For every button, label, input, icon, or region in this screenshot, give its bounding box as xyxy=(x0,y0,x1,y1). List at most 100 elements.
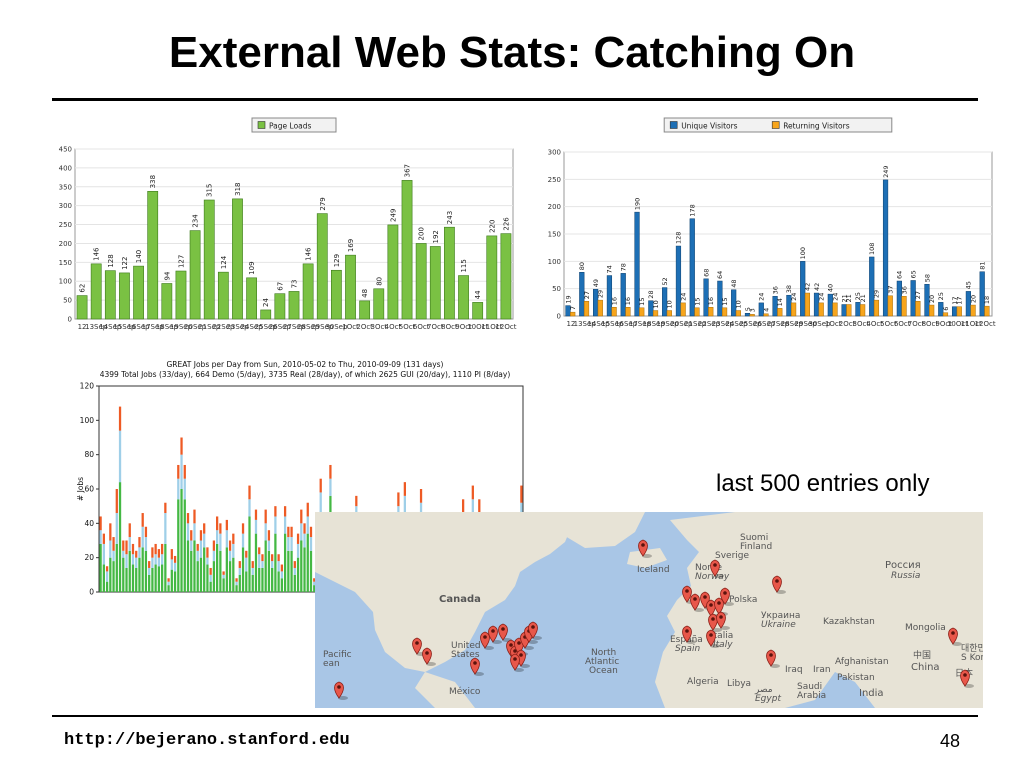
y-tick-label: 60 xyxy=(84,485,94,494)
jobs-pi-bar xyxy=(164,513,167,544)
jobs-gui-bar xyxy=(151,567,154,592)
slide-title: External Web Stats: Catching On xyxy=(168,28,856,77)
jobs-gui-bar xyxy=(251,574,254,592)
map-pin-icon xyxy=(480,631,494,650)
x-tick-label: 9Oct xyxy=(935,320,952,328)
map-pin-icon xyxy=(488,625,502,644)
map-label: Pakistan xyxy=(837,673,875,683)
jobs-pi-bar xyxy=(222,574,225,579)
jobs-pi-bar xyxy=(238,567,241,575)
y-tick-label: 50 xyxy=(63,297,72,305)
data-label: 178 xyxy=(689,204,697,216)
jobs-gui-bar xyxy=(216,543,219,592)
jobs-pi-bar xyxy=(148,567,151,575)
jobs-pi-bar xyxy=(118,430,122,483)
page-loads-bar xyxy=(472,302,484,320)
pin-shadow xyxy=(426,662,436,666)
data-label: 15 xyxy=(693,298,701,306)
pin-dot xyxy=(513,657,517,661)
pin-shadow xyxy=(474,672,484,676)
returning-visitors-bar xyxy=(832,302,838,317)
pin-shadow xyxy=(532,636,542,640)
map-label: مصر xyxy=(754,685,773,695)
data-label: 21 xyxy=(840,294,848,302)
eurasia-africa-landmass xyxy=(655,512,983,708)
map-label: Italia xyxy=(711,631,733,641)
map-pins xyxy=(334,539,974,700)
data-label: 24 xyxy=(262,297,270,306)
jobs-gui-bar xyxy=(283,533,287,592)
data-label: 52 xyxy=(661,277,669,285)
x-tick-label: 28Sep xyxy=(781,320,804,328)
map-label: Ukraine xyxy=(761,620,796,630)
returning-visitors-bar xyxy=(666,310,672,317)
page-loads-bar xyxy=(359,300,371,320)
pin-body xyxy=(960,669,970,687)
map-label: Pacific xyxy=(323,650,352,660)
jobs-demo-bar xyxy=(235,578,238,582)
page-loads-bar xyxy=(288,291,300,320)
x-tick-label: 22Sep xyxy=(698,320,721,328)
data-label: 24 xyxy=(818,293,826,301)
jobs-demo-bar xyxy=(280,564,284,572)
data-label: 226 xyxy=(502,217,510,231)
jobs-demo-bar xyxy=(180,437,183,455)
jobs-pi-bar xyxy=(173,562,177,572)
data-label: 7 xyxy=(569,306,577,310)
jobs-demo-bar xyxy=(520,485,523,503)
pin-dot xyxy=(337,685,341,689)
data-label: 62 xyxy=(79,284,87,293)
unique-visitors-bar xyxy=(869,256,875,317)
jobs-demo-bar xyxy=(99,516,102,531)
jobs-demo-bar xyxy=(419,489,423,503)
pin-body xyxy=(720,587,730,605)
data-label: 20 xyxy=(928,295,936,303)
map-label: Kazakhstan xyxy=(823,617,875,627)
jobs-pi-bar xyxy=(228,550,232,562)
jobs-demo-bar xyxy=(293,561,296,568)
pin-dot xyxy=(723,591,727,595)
x-tick-label: 4Oct xyxy=(866,320,883,328)
jobs-demo-bar xyxy=(232,533,235,544)
jobs-gui-bar xyxy=(157,566,161,592)
jobs-gui-bar xyxy=(164,543,167,592)
jobs-gui-bar xyxy=(245,571,248,592)
pin-shadow xyxy=(642,554,652,558)
map-label: Sverige xyxy=(715,551,749,561)
chart-title: GREAT Jobs per Day from Sun, 2010-05-02 … xyxy=(166,360,443,369)
pin-dot xyxy=(693,597,697,601)
returning-visitors-bar xyxy=(597,299,603,317)
y-tick-label: 100 xyxy=(59,278,72,286)
x-tick-label: 8Oct xyxy=(922,320,939,328)
x-tick-label: 16Sep xyxy=(615,320,638,328)
x-tick-label: 12 xyxy=(78,323,87,331)
data-label: 73 xyxy=(291,280,299,289)
jobs-demo-bar xyxy=(241,523,245,534)
page-loads-bar xyxy=(161,283,173,320)
jobs-demo-bar xyxy=(225,519,228,531)
jobs-demo-bar xyxy=(170,549,173,560)
map-label: Egypt xyxy=(755,694,781,704)
jobs-gui-bar xyxy=(135,567,138,592)
jobs-gui-bar xyxy=(293,574,296,592)
jobs-demo-bar xyxy=(125,540,128,555)
visitor-map[interactable]: Pacific ean North Atlantic Ocean Canada … xyxy=(315,512,983,708)
pin-dot xyxy=(719,615,723,619)
map-pin-icon xyxy=(334,681,348,700)
unique-visitors-bar xyxy=(689,218,695,317)
jobs-demo-bar xyxy=(186,513,190,524)
iceland-landmass xyxy=(627,548,667,568)
jobs-pi-bar xyxy=(105,571,109,582)
pin-dot xyxy=(713,563,717,567)
map-label: Libya xyxy=(727,679,751,689)
x-tick-label: 2Oct xyxy=(839,320,856,328)
jobs-gui-bar xyxy=(313,585,316,592)
map-pin-icon xyxy=(720,587,734,606)
map-label: North xyxy=(591,648,616,658)
jobs-pi-bar xyxy=(206,557,209,565)
data-label: 40 xyxy=(827,284,835,292)
unique-visitors-bar xyxy=(675,245,682,317)
jobs-pi-bar xyxy=(183,478,186,500)
jobs-demo-bar xyxy=(355,495,358,507)
y-tick-label: 80 xyxy=(84,450,94,459)
